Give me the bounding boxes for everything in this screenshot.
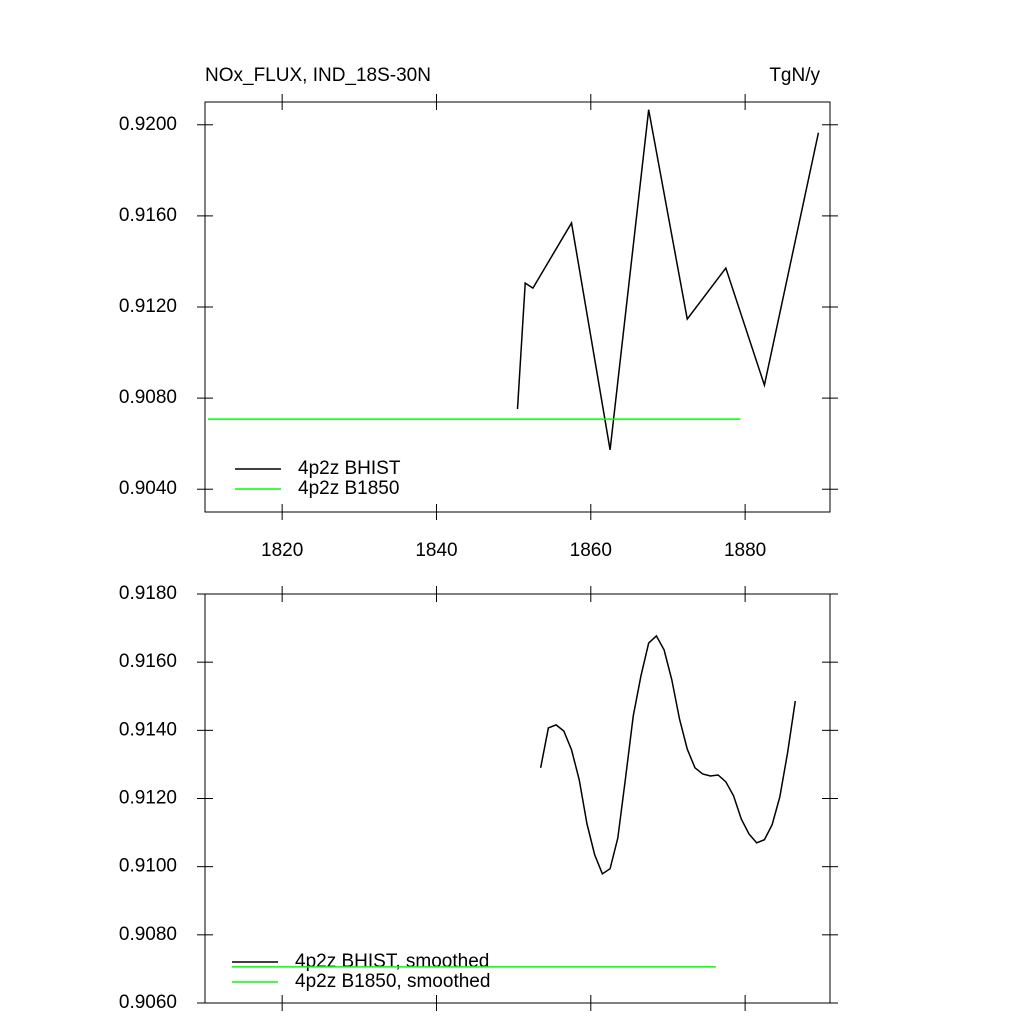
y-tick-label: 0.9160 bbox=[119, 651, 177, 672]
x-tick-label: 1840 bbox=[415, 540, 457, 561]
chart-title: NOx_FLUX, IND_18S-30N bbox=[205, 65, 431, 86]
data-line bbox=[516, 109, 820, 450]
y-tick-label: 0.9200 bbox=[119, 114, 177, 135]
legend-label: 4p2z BHIST bbox=[298, 458, 401, 479]
y-tick-label: 0.9100 bbox=[119, 856, 177, 877]
plot-frame bbox=[204, 101, 831, 513]
y-tick-label: 0.9140 bbox=[119, 719, 177, 740]
y-tick-label: 0.9120 bbox=[119, 788, 177, 809]
legend-label: 4p2z B1850 bbox=[298, 478, 399, 499]
data-line bbox=[539, 634, 797, 875]
legend-label: 4p2z B1850, smoothed bbox=[295, 971, 490, 992]
y-tick-label: 0.9080 bbox=[119, 387, 177, 408]
legend-label: 4p2z BHIST, smoothed bbox=[295, 951, 489, 972]
x-tick-label: 1820 bbox=[261, 540, 303, 561]
units-label: TgN/y bbox=[769, 65, 820, 86]
y-tick-label: 0.9080 bbox=[119, 924, 177, 945]
x-tick-label: 1860 bbox=[570, 540, 612, 561]
y-tick-label: 0.9060 bbox=[119, 992, 177, 1013]
y-tick-label: 0.9120 bbox=[119, 296, 177, 317]
y-tick-label: 0.9160 bbox=[119, 205, 177, 226]
plot-frame bbox=[204, 593, 831, 1004]
x-tick-label: 1880 bbox=[724, 540, 766, 561]
y-tick-label: 0.9040 bbox=[119, 478, 177, 499]
y-tick-label: 0.9180 bbox=[119, 583, 177, 604]
